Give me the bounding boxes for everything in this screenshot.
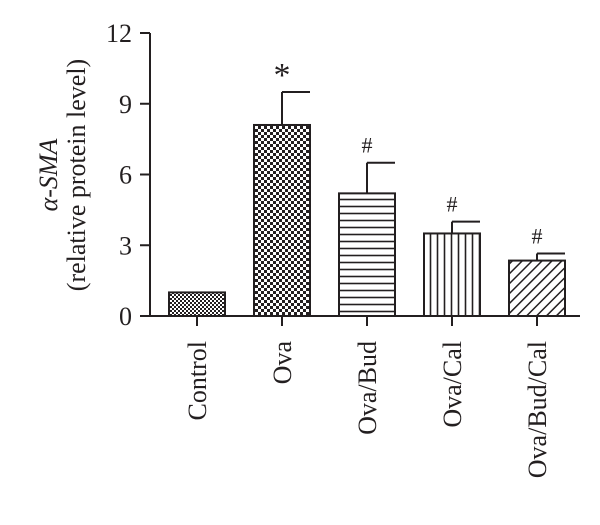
significance-marker: # <box>532 224 543 249</box>
bars <box>168 90 566 317</box>
x-category-label: Ova/Bud <box>353 341 382 435</box>
x-category-label: Ova/Bud/Cal <box>523 341 552 478</box>
y-tick-label: 9 <box>119 90 132 119</box>
bar-ova <box>253 123 311 317</box>
y-tick-label: 3 <box>119 231 132 260</box>
bar-ova-bud <box>338 192 396 317</box>
x-category-label: Control <box>183 341 212 420</box>
bar-ova-cal <box>423 232 481 317</box>
bar-ova-bud-cal <box>508 259 566 317</box>
significance-marker: * <box>274 57 291 94</box>
bar-control <box>168 291 226 317</box>
significance-marker: # <box>447 192 458 217</box>
y-tick-label: 0 <box>119 302 132 331</box>
labels: Control * Ova # Ova/Bud # Ova/Cal # Ova/Bud/Cal <box>183 57 552 478</box>
y-axis-title: α-SMA (relative protein level) <box>34 59 91 291</box>
y-tick-label: 12 <box>106 19 132 48</box>
x-category-label: Ova/Cal <box>438 341 467 428</box>
y-tick-label: 6 <box>119 161 132 190</box>
y-axis-title-line2: (relative protein level) <box>62 59 91 291</box>
significance-marker: # <box>362 133 373 158</box>
y-axis-title-line1: α-SMA <box>34 138 63 211</box>
x-category-label: Ova <box>268 341 297 385</box>
